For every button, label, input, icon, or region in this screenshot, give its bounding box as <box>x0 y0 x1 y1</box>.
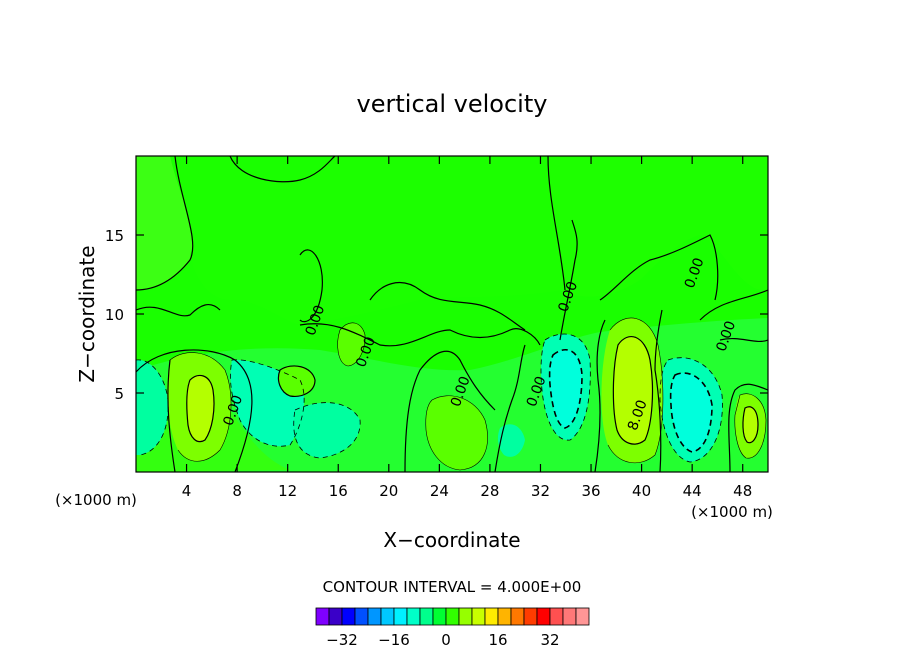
x-tick-label: 48 <box>733 482 752 500</box>
colorbar-swatch <box>406 607 421 626</box>
colorbar-swatch <box>354 607 369 626</box>
weak-updraft-zone-upper-left <box>136 156 193 290</box>
downdraft-cell-3 <box>293 402 361 458</box>
x-unit-right: (×1000 m) <box>691 503 773 521</box>
colorbar-swatch <box>328 607 343 626</box>
x-tick-label: 32 <box>531 482 550 500</box>
colorbar-tick-label: 32 <box>540 631 559 649</box>
colorbar-swatch <box>484 607 499 626</box>
colorbar-swatch <box>562 607 577 626</box>
upper-left-zone <box>170 156 565 325</box>
chart-title: vertical velocity <box>357 90 548 118</box>
colorbar-tick-label: −16 <box>378 631 410 649</box>
updraft-cell-small <box>278 365 315 397</box>
dashed-contour-lines <box>136 333 723 463</box>
colorbar-tick-label: 0 <box>441 631 451 649</box>
y-axis: 5 10 15 <box>105 227 768 403</box>
x-tick-label: 24 <box>430 482 449 500</box>
colorbar-swatch <box>315 607 330 626</box>
x-tick-label: 44 <box>683 482 702 500</box>
x-tick-label: 4 <box>182 482 192 500</box>
colorbar-swatch <box>523 607 538 626</box>
colorbar-swatch <box>367 607 382 626</box>
updraft-cell-far-right-core <box>742 406 758 443</box>
x-tick-label: 20 <box>379 482 398 500</box>
colorbar-swatch <box>536 607 551 626</box>
plot-area: 0.000.000.000.00 0.000.000.000.008.00 <box>136 156 768 472</box>
colorbar: −32 −16 0 16 32 <box>315 607 590 649</box>
downdraft-cell-4 <box>497 424 525 457</box>
colorbar-swatch <box>549 607 564 626</box>
x-tick-label: 12 <box>278 482 297 500</box>
y-axis-label: Z−coordinate <box>75 245 99 382</box>
x-tick-label: 36 <box>581 482 600 500</box>
colorbar-swatch <box>445 607 460 626</box>
upper-right-zone <box>548 156 768 297</box>
colorbar-swatch <box>575 607 590 626</box>
contour-lines <box>136 156 768 472</box>
x-unit-left: (×1000 m) <box>55 491 137 509</box>
contour-interval-text: CONTOUR INTERVAL = 4.000E+00 <box>323 578 582 596</box>
y-tick-label: 5 <box>114 385 124 403</box>
x-tick-label: 8 <box>232 482 242 500</box>
x-tick-label: 16 <box>329 482 348 500</box>
colorbar-swatch <box>341 607 356 626</box>
x-tick-label: 28 <box>480 482 499 500</box>
thick-dashed-contour-lines <box>548 349 713 453</box>
updraft-cell-top <box>337 322 366 366</box>
colorbar-swatch <box>419 607 434 626</box>
downdraft-cell-1 <box>136 359 169 455</box>
colorbar-swatch <box>497 607 512 626</box>
thin-contour-lines <box>169 317 767 471</box>
y-tick-label: 15 <box>105 227 124 245</box>
colorbar-swatch <box>471 607 486 626</box>
downdraft-cell-5-core <box>549 349 582 428</box>
x-axis-label: X−coordinate <box>383 528 520 552</box>
y-tick-label: 10 <box>105 306 124 324</box>
colorbar-swatch <box>510 607 525 626</box>
colorbar-tick-label: −32 <box>326 631 358 649</box>
updraft-cell-center <box>425 395 488 470</box>
updraft-cell-left-core <box>186 375 215 442</box>
colorbar-swatch <box>393 607 408 626</box>
x-axis: 4 8 12 16 20 24 28 32 36 40 44 48 <box>182 156 752 500</box>
downdraft-cell-6-core <box>670 373 712 452</box>
colorbar-swatch <box>458 607 473 626</box>
x-tick-label: 40 <box>632 482 651 500</box>
colorbar-swatch <box>380 607 395 626</box>
updraft-cell-right-core <box>613 336 653 445</box>
colorbar-tick-label: 16 <box>488 631 507 649</box>
colorbar-swatch <box>432 607 447 626</box>
